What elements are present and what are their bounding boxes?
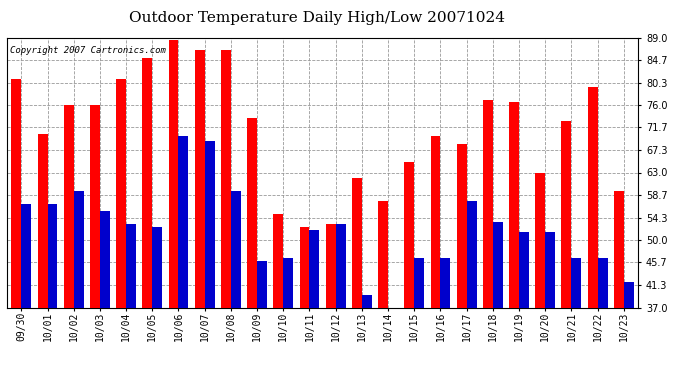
Bar [466,201,477,308]
Bar [205,141,215,308]
Bar [142,58,152,308]
Bar [90,105,100,308]
Bar [299,227,310,308]
Bar [614,190,624,308]
Bar [457,144,466,308]
Bar [326,224,335,308]
Bar [335,224,346,308]
Bar [179,136,188,308]
Bar [116,79,126,308]
Bar [571,258,582,308]
Bar [168,40,179,308]
Bar [48,204,57,308]
Bar [545,232,555,308]
Bar [231,190,241,308]
Bar [588,87,598,308]
Bar [362,294,372,307]
Text: Copyright 2007 Cartronics.com: Copyright 2007 Cartronics.com [10,46,166,55]
Bar [273,214,284,308]
Bar [414,258,424,308]
Bar [535,172,545,308]
Bar [562,121,571,308]
Bar [100,211,110,308]
Bar [247,118,257,308]
Bar [509,102,519,308]
Bar [440,258,451,308]
Bar [21,204,31,308]
Bar [431,136,440,308]
Bar [378,201,388,308]
Bar [11,79,21,308]
Bar [63,105,74,308]
Bar [152,227,162,308]
Bar [352,178,362,308]
Bar [310,230,319,308]
Bar [221,51,231,308]
Text: Outdoor Temperature Daily High/Low 20071024: Outdoor Temperature Daily High/Low 20071… [130,11,505,25]
Bar [257,261,267,308]
Bar [195,51,205,308]
Bar [493,222,503,308]
Bar [404,162,414,308]
Bar [74,190,83,308]
Bar [624,282,634,308]
Bar [126,224,136,308]
Bar [284,258,293,308]
Bar [483,100,493,308]
Bar [598,258,608,308]
Bar [37,134,48,308]
Bar [519,232,529,308]
